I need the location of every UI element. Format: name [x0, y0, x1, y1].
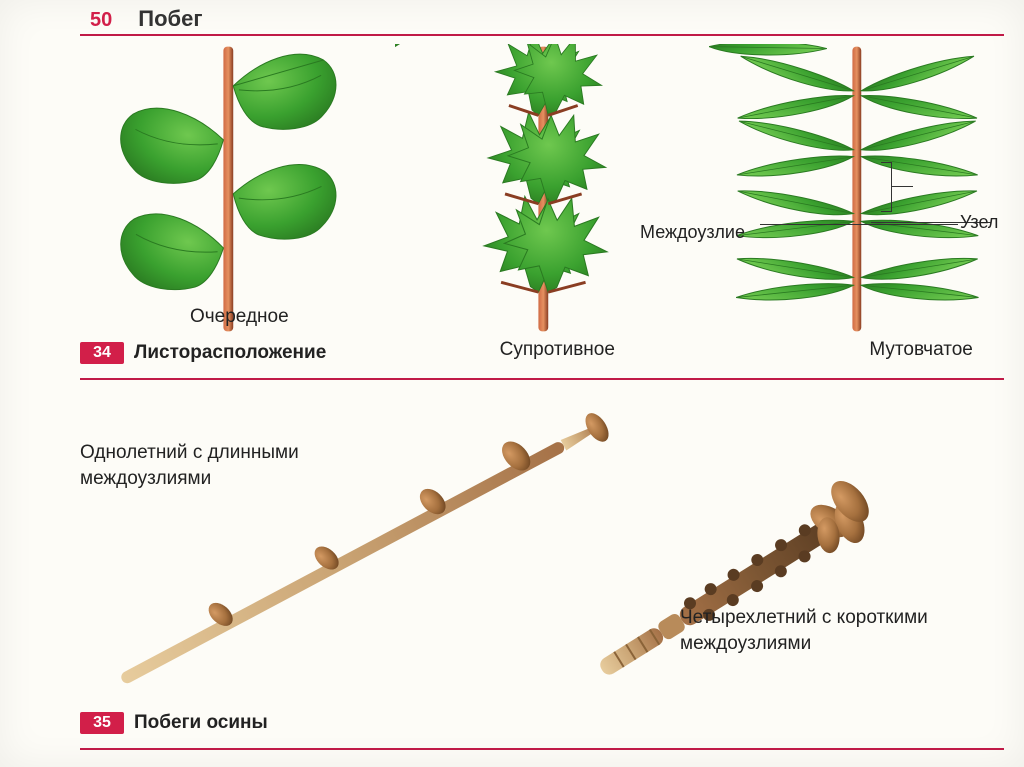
- annot-node: Узел: [960, 212, 998, 233]
- figure-34-title: Листорасположение: [134, 342, 326, 364]
- plant-alternate-svg: [80, 44, 375, 334]
- plant-opposite-svg: [395, 44, 690, 334]
- plant-alternate: Очередное: [80, 44, 375, 334]
- rule-bottom: [80, 748, 1004, 750]
- plant-whorled-svg: [709, 44, 1004, 334]
- node-leader-ext: [760, 224, 958, 225]
- figure-leaf-arrangement: Очередное: [80, 44, 1004, 374]
- internode-bracket: [881, 162, 892, 212]
- twig-long-label: Однолетний с длиннымимеждоузлиями: [80, 440, 340, 491]
- page-title: Побег: [138, 6, 202, 32]
- internode-leader: [891, 186, 913, 187]
- page-number: 50: [90, 9, 112, 32]
- annot-internode: Междоузлие: [640, 222, 745, 243]
- plant-opposite-label: Супротивное: [500, 339, 615, 361]
- plant-alternate-label: Очередное: [190, 306, 289, 328]
- figure-aspen-shoots: Однолетний с длиннымимеждоузлиями Четыре…: [80, 400, 1004, 720]
- rule-mid: [80, 378, 1004, 380]
- plant-whorled: Мутовчатое: [709, 44, 1004, 334]
- plant-whorled-label: Мутовчатое: [869, 339, 973, 361]
- page-header: 50 Побег: [90, 6, 203, 32]
- figure-35-caption: 35 Побеги осины: [80, 712, 268, 734]
- figure-34-badge: 34: [80, 342, 124, 364]
- twig-short-label: Четырехлетний с короткимимеждоузлиями: [680, 605, 1000, 656]
- rule-top: [80, 34, 1004, 36]
- plant-row: Очередное: [80, 44, 1004, 334]
- figure-35-title: Побеги осины: [134, 712, 268, 734]
- plant-opposite: Супротивное: [395, 44, 690, 334]
- figure-35-badge: 35: [80, 712, 124, 734]
- page: 50 Побег: [0, 0, 1024, 767]
- figure-34-caption: 34 Листорасположение: [80, 342, 326, 364]
